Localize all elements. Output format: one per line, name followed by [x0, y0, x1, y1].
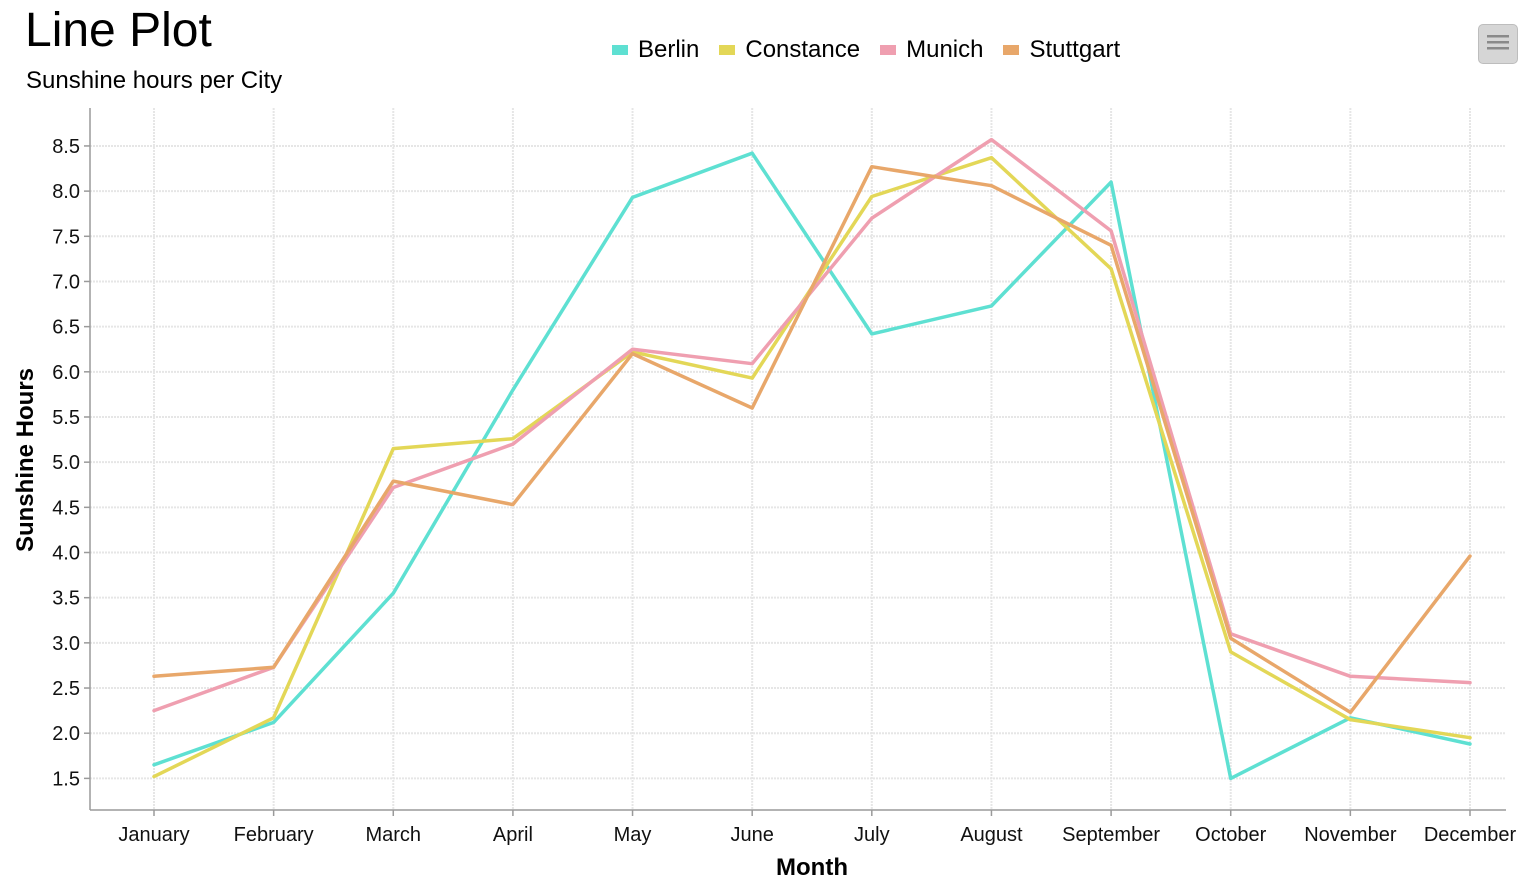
x-axis-ticks: January February March April May June July Augu…	[118, 810, 1516, 846]
series-line-stuttgart	[152, 164, 1472, 715]
legend-item-munich[interactable]: Munich	[880, 36, 983, 64]
y-tick-label: 7.5	[52, 226, 80, 248]
chart-menu-button[interactable]	[1478, 24, 1518, 64]
y-tick-label: 8.5	[52, 136, 80, 158]
x-tick-label: April	[493, 824, 533, 846]
y-axis-ticks: 1.5 2.0 2.5 3.0 3.5 4.0 4.5 5.0 5.5 6.0 6.5 7.0 7.5 8…	[52, 136, 90, 790]
y-tick-label: 2.0	[52, 723, 80, 745]
series-line-constance	[152, 155, 1472, 779]
series-line-berlin	[152, 151, 1472, 781]
x-tick-label: August	[960, 824, 1023, 846]
legend-label: Berlin	[638, 36, 700, 63]
legend-label: Munich	[906, 36, 984, 63]
y-tick-label: 4.5	[52, 497, 80, 519]
x-tick-label: July	[854, 824, 890, 846]
legend-item-stuttgart[interactable]: Stuttgart	[1003, 36, 1120, 64]
legend-swatch	[719, 45, 736, 55]
y-tick-label: 1.5	[52, 768, 80, 790]
grid-lines	[90, 108, 1506, 810]
y-axis-title: Sunshine Hours	[12, 368, 39, 552]
legend-swatch	[612, 45, 628, 55]
legend-label: Constance	[745, 36, 861, 63]
y-tick-label: 2.5	[52, 678, 80, 700]
legend-swatch	[1003, 45, 1020, 55]
x-tick-label: May	[614, 824, 652, 846]
legend-swatch	[880, 45, 897, 55]
y-tick-label: 6.0	[52, 362, 80, 384]
y-tick-label: 8.0	[52, 181, 80, 203]
x-tick-label: December	[1424, 824, 1517, 846]
chart-subtitle: Sunshine hours per City	[26, 67, 283, 94]
y-tick-label: 3.0	[52, 633, 80, 655]
x-tick-label: October	[1195, 824, 1266, 846]
x-axis-title: Month	[776, 854, 848, 881]
y-tick-label: 5.5	[52, 407, 80, 429]
x-tick-label: January	[118, 824, 189, 846]
hamburger-menu-icon	[1486, 33, 1510, 56]
y-tick-label: 4.0	[52, 543, 80, 565]
y-tick-label: 3.5	[52, 588, 80, 610]
y-tick-label: 5.0	[52, 452, 80, 474]
chart-title: Line Plot	[25, 4, 212, 57]
x-tick-label: September	[1062, 824, 1160, 846]
series-line-munich	[152, 137, 1472, 713]
axes	[89, 108, 1506, 811]
legend-item-berlin[interactable]: Berlin	[612, 36, 699, 64]
x-tick-label: June	[730, 824, 773, 846]
x-tick-label: March	[365, 824, 421, 846]
y-tick-label: 6.5	[52, 317, 80, 339]
series-lines	[152, 137, 1472, 781]
y-tick-label: 7.0	[52, 271, 80, 293]
legend: Berlin Constance Munich Stuttgart	[612, 34, 1140, 66]
x-tick-label: November	[1304, 824, 1397, 846]
x-tick-label: February	[234, 824, 314, 846]
legend-label: Stuttgart	[1029, 36, 1121, 63]
legend-item-constance[interactable]: Constance	[719, 36, 860, 64]
